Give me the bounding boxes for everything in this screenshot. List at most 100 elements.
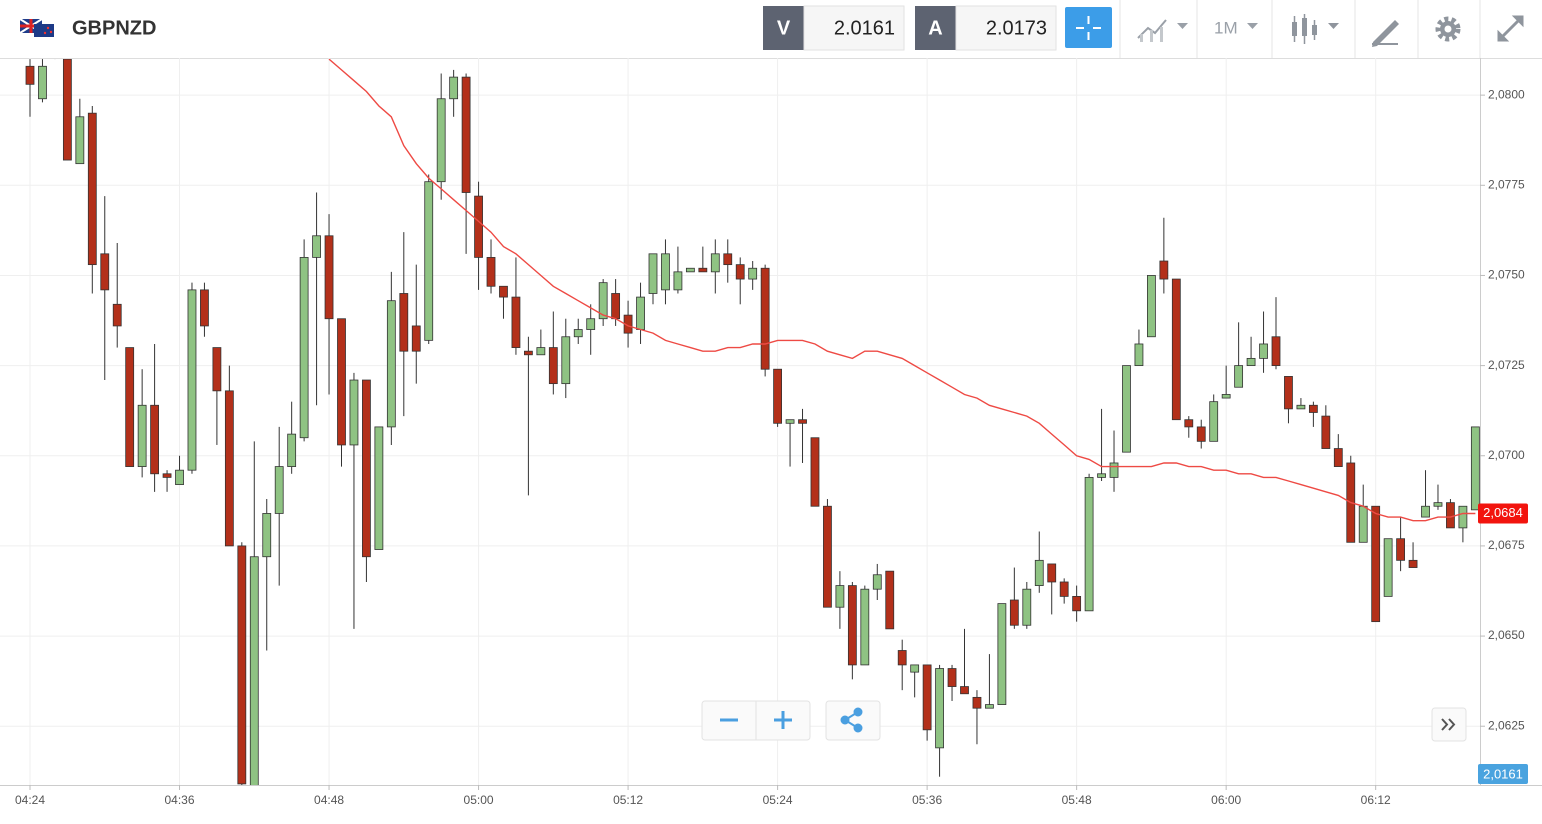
candle-body <box>972 696 982 709</box>
candle-body <box>885 570 895 630</box>
candle-body <box>760 267 770 370</box>
x-tick-label: 05:48 <box>1062 793 1092 807</box>
share-icon <box>840 707 863 733</box>
candle-body <box>922 664 932 731</box>
zoom-in-button[interactable] <box>774 711 792 729</box>
candle-body <box>860 588 870 666</box>
candle-body <box>611 293 621 320</box>
candle-body <box>337 318 346 446</box>
candle-body <box>1246 357 1256 367</box>
candle-body <box>474 195 483 258</box>
y-tick-label: 2,0700 <box>1488 448 1525 462</box>
y-tick-label: 2,0650 <box>1488 628 1525 642</box>
candle-body <box>935 668 944 749</box>
candle-body <box>648 253 658 294</box>
x-tick-label: 05:36 <box>912 793 942 807</box>
share-button[interactable] <box>825 700 881 741</box>
candle-body <box>262 513 272 558</box>
candle-body <box>1458 505 1468 529</box>
candle-body <box>287 433 297 467</box>
y-tick-label: 2,0750 <box>1488 268 1525 282</box>
candle-body <box>511 296 521 348</box>
bid-tag <box>1478 764 1528 784</box>
ma-tag <box>1478 503 1528 524</box>
candle-body <box>349 379 359 446</box>
candle-body <box>1408 559 1418 568</box>
candle-body <box>1196 426 1206 442</box>
candle-body <box>411 325 421 352</box>
candle-body <box>100 253 110 291</box>
crosshair-button[interactable] <box>1065 7 1112 48</box>
candle-body <box>1221 394 1231 399</box>
candle-body <box>1284 376 1293 410</box>
fullscreen-button[interactable] <box>1497 15 1524 42</box>
candle-body <box>1134 343 1144 367</box>
candle-body <box>947 668 957 687</box>
candle-body <box>985 704 994 709</box>
candle-body <box>299 257 309 439</box>
candle-body <box>1296 404 1306 410</box>
candle-body <box>486 257 496 287</box>
sell-button[interactable] <box>763 6 804 50</box>
flag <box>19 18 54 37</box>
candle-body <box>997 603 1007 705</box>
candle-body <box>548 347 558 385</box>
candle-body <box>1433 502 1443 507</box>
candle-body <box>661 253 670 291</box>
scroll-right-icon <box>1441 718 1456 731</box>
candle-body <box>461 76 471 193</box>
candle-body <box>1470 426 1480 511</box>
candle-body <box>636 296 645 330</box>
candle-body <box>200 289 209 327</box>
bid-tag-label: 2,0161 <box>1483 766 1523 781</box>
candle-style-button[interactable] <box>1292 14 1339 44</box>
candle-body <box>710 253 720 273</box>
candle-body <box>449 76 459 100</box>
moving-average <box>328 59 1476 522</box>
x-tick-label: 05:24 <box>763 793 793 807</box>
settings-button[interactable] <box>1435 16 1461 42</box>
chart-type-button[interactable] <box>1137 19 1188 42</box>
grid <box>0 58 1480 785</box>
candle-body <box>1271 336 1281 367</box>
candle-body <box>573 329 583 338</box>
y-tick-label: 2,0625 <box>1488 718 1525 732</box>
candle-body <box>586 318 596 330</box>
axes: 2,0625 2,0650 2,0675 2,0700 2,0725 2,0750 2,07… <box>15 87 1528 807</box>
candle-body <box>536 347 546 356</box>
x-tick-label: 04:36 <box>165 793 195 807</box>
candle-body <box>1059 581 1069 597</box>
candle-body <box>561 336 571 385</box>
candle-body <box>1209 401 1219 442</box>
candle-body <box>274 466 284 514</box>
toolbar-separators <box>1119 0 1481 58</box>
crosshair-icon <box>1076 16 1101 40</box>
scroll-right-button[interactable] <box>1431 707 1467 742</box>
candle-body <box>424 181 434 341</box>
x-tick-label: 06:00 <box>1211 793 1241 807</box>
y-tick-label: 2,0675 <box>1488 538 1525 552</box>
candle-body <box>735 264 745 280</box>
draw-button[interactable] <box>1372 20 1399 47</box>
candle-body <box>137 404 147 467</box>
candle-body <box>87 112 97 266</box>
y-tick-label: 2,0725 <box>1488 358 1525 372</box>
candle-body <box>38 65 47 100</box>
ma-tag-label: 2,0684 <box>1483 505 1523 520</box>
candle-body <box>1171 278 1181 421</box>
timeframe-button[interactable]: 1M <box>1214 18 1258 37</box>
buy-box <box>955 5 1057 51</box>
candle-body <box>75 116 85 165</box>
candle-body <box>162 473 172 478</box>
candle-body <box>1234 365 1244 388</box>
candle-body <box>175 469 184 486</box>
timeframe: 1M <box>1214 18 1238 37</box>
buy-button[interactable] <box>915 6 956 50</box>
candle-body <box>1333 448 1343 467</box>
plot-area <box>25 59 1480 785</box>
candle-body <box>823 505 832 608</box>
candle-body <box>499 285 508 298</box>
candle-body <box>910 664 920 673</box>
candle-body <box>1072 595 1082 612</box>
